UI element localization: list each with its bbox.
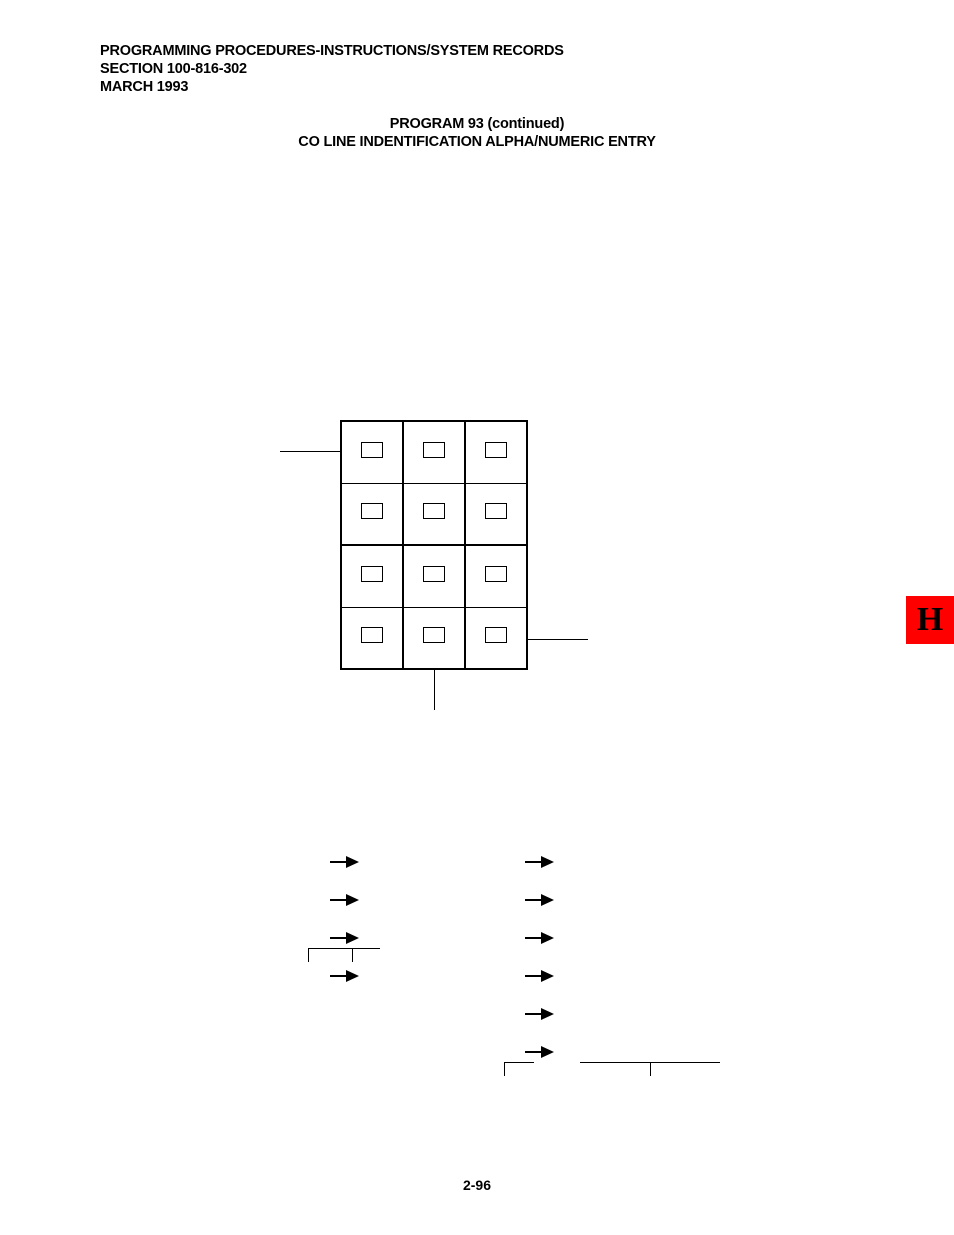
- keypad-wire-bottom: [434, 670, 435, 710]
- bracket-tick: [504, 1062, 505, 1076]
- keypad-cell: [465, 545, 527, 607]
- header-block: PROGRAMMING PROCEDURES-INSTRUCTIONS/SYST…: [100, 42, 854, 96]
- header-line-2: SECTION 100-816-302: [100, 60, 854, 78]
- arrow-right-icon: [525, 894, 555, 906]
- page: PROGRAMMING PROCEDURES-INSTRUCTIONS/SYST…: [0, 0, 954, 1235]
- bracket-hline: [504, 1062, 534, 1063]
- keypad-key-icon: [485, 442, 507, 458]
- arrow-right-icon: [525, 1046, 555, 1058]
- arrow-right-icon: [330, 932, 360, 944]
- arrow-right-icon: [330, 970, 360, 982]
- keypad-cell: [341, 545, 403, 607]
- page-number: 2-96: [0, 1177, 954, 1193]
- keypad-cell: [341, 421, 403, 483]
- section-tab-letter: H: [917, 601, 943, 638]
- keypad-cell: [403, 607, 465, 669]
- bracket-hline: [352, 948, 380, 949]
- keypad-key-icon: [423, 503, 445, 519]
- keypad-cell: [403, 545, 465, 607]
- header-line-1: PROGRAMMING PROCEDURES-INSTRUCTIONS/SYST…: [100, 42, 854, 60]
- bracket-tick: [308, 948, 309, 962]
- keypad-cell: [403, 421, 465, 483]
- keypad-diagram: [340, 420, 528, 670]
- bracket-hline: [580, 1062, 650, 1063]
- keypad-key-icon: [485, 627, 507, 643]
- keypad-wire-right: [528, 639, 588, 640]
- keypad-wire-left: [280, 451, 340, 452]
- keypad-key-icon: [361, 566, 383, 582]
- keypad-cell: [465, 421, 527, 483]
- keypad-key-icon: [423, 566, 445, 582]
- keypad-cell: [465, 483, 527, 545]
- keypad-key-icon: [361, 503, 383, 519]
- keypad-cell: [403, 483, 465, 545]
- bracket-hline: [650, 1062, 720, 1063]
- keypad-key-icon: [423, 442, 445, 458]
- keypad-cell: [341, 607, 403, 669]
- keypad-key-icon: [485, 566, 507, 582]
- arrow-right-icon: [525, 1008, 555, 1020]
- keypad-cell: [341, 483, 403, 545]
- arrow-right-icon: [330, 894, 360, 906]
- keypad-key-icon: [361, 627, 383, 643]
- arrow-right-icon: [525, 932, 555, 944]
- keypad-key-icon: [423, 627, 445, 643]
- arrow-right-icon: [330, 856, 360, 868]
- title-line-2: CO LINE INDENTIFICATION ALPHA/NUMERIC EN…: [100, 134, 854, 151]
- section-tab: H: [906, 596, 954, 644]
- arrow-right-icon: [525, 970, 555, 982]
- keypad-key-icon: [361, 442, 383, 458]
- keypad-grid: [340, 420, 528, 670]
- arrow-right-icon: [525, 856, 555, 868]
- title-block: PROGRAM 93 (continued) CO LINE INDENTIFI…: [100, 116, 854, 151]
- keypad-key-icon: [485, 503, 507, 519]
- bracket-tick: [650, 1062, 651, 1076]
- title-line-1: PROGRAM 93 (continued): [100, 116, 854, 133]
- keypad-cell: [465, 607, 527, 669]
- bracket-hline: [308, 948, 352, 949]
- bracket-tick: [352, 948, 353, 962]
- header-line-3: MARCH 1993: [100, 78, 854, 96]
